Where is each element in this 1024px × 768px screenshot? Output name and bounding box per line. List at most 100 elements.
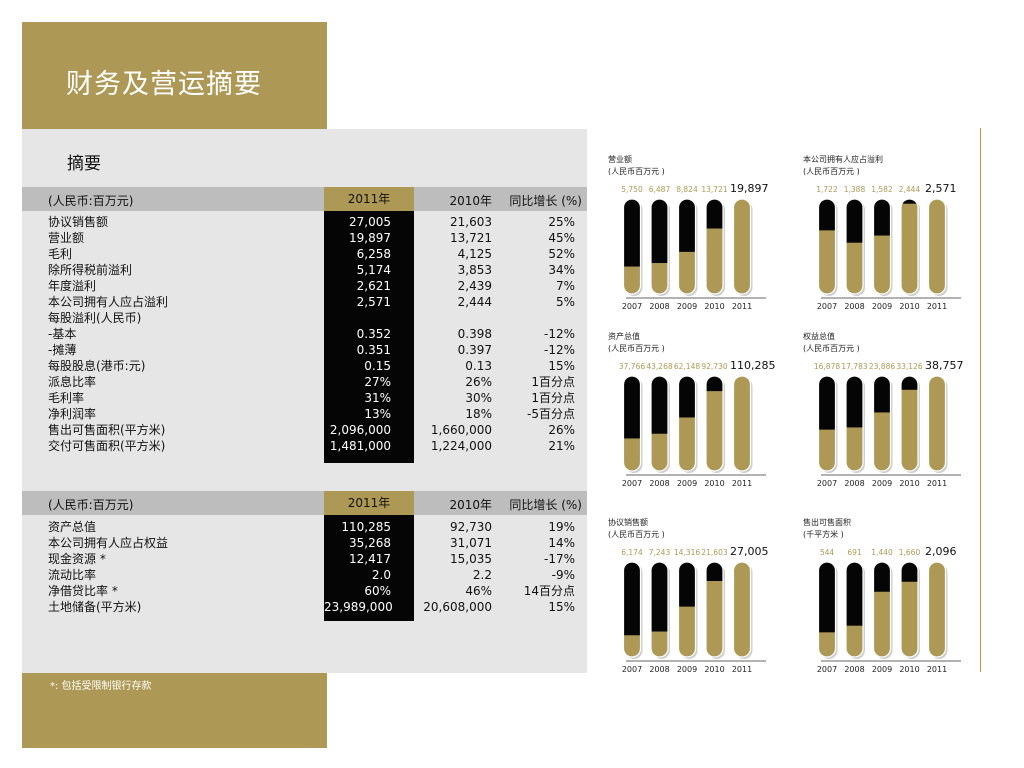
tick-label: 2010 (704, 665, 724, 674)
data-label: 2,096 (925, 545, 957, 558)
bar-fill (651, 263, 668, 294)
row-label: 年度溢利 (48, 279, 97, 293)
row-label: 净利润率 (48, 407, 97, 421)
value-2010: 21,603 (450, 215, 492, 229)
bar-fill (733, 199, 751, 294)
data-label: 5,750 (621, 185, 643, 194)
bar-2011 (927, 198, 947, 295)
table2-header: (人民币:百万元) 2011年 2010年 同比增长 (%) (22, 491, 587, 515)
chart-title: 营业额 (608, 154, 632, 164)
bar-2010 (705, 198, 724, 295)
bar-2010 (900, 198, 919, 295)
bar-outline (650, 375, 669, 472)
value-2011: 1,481,000 (329, 439, 391, 453)
table-row: 流动比率 2.0 2.2 -9% (22, 567, 587, 583)
bar-2010 (705, 375, 724, 472)
row-label: 派息比率 (48, 375, 97, 389)
table1-unit-label: (人民币:百万元) (48, 194, 134, 208)
bar-fill (846, 427, 863, 471)
bar-2007 (817, 375, 837, 472)
chart-title: 协议销售额 (608, 517, 648, 527)
bar-2008 (845, 375, 864, 472)
tick-label: 2008 (649, 665, 669, 674)
row-label: 本公司拥有人应占权益 (48, 536, 169, 550)
value-2010: 0.398 (457, 327, 492, 341)
table-row: 毛利率 31% 30% 1百分点 (22, 390, 587, 406)
bar-2008 (845, 198, 864, 295)
bar-2011 (927, 375, 947, 472)
table-row: -基本 0.352 0.398 -12% (22, 326, 587, 342)
table-row: 除所得税前溢利 5,174 3,853 34% (22, 262, 587, 278)
table1-body: 协议销售额 27,005 21,603 25% 营业额 19,897 13,721 45% 毛利… (22, 214, 587, 454)
data-label: 37,766 (619, 362, 645, 371)
value-yoy: -17% (543, 552, 575, 566)
tick-label: 2011 (732, 665, 752, 674)
value-2011: 2,571 (356, 295, 391, 309)
value-yoy: -9% (551, 568, 575, 582)
table2-unit-label: (人民币:百万元) (48, 498, 134, 512)
value-yoy: -5百分点 (527, 407, 575, 421)
value-yoy: -12% (543, 327, 575, 341)
table1-header: (人民币:百万元) 2011年 2010年 同比增长 (%) (22, 187, 587, 211)
data-label: 23,886 (869, 362, 895, 371)
bar-2009 (677, 198, 697, 295)
value-2010: 30% (465, 391, 492, 405)
tick-label: 2011 (927, 479, 947, 488)
bar-outline (927, 198, 947, 295)
row-label: 流动比率 (48, 568, 97, 582)
tick-label: 2008 (649, 479, 669, 488)
value-2010: 0.13 (465, 359, 492, 373)
bar-2007 (622, 561, 642, 658)
value-yoy: 1百分点 (531, 391, 575, 405)
page-title: 财务及营运摘要 (66, 69, 262, 100)
value-2010: 13,721 (450, 231, 492, 245)
bar-outline (927, 561, 947, 658)
bar-outline (677, 198, 697, 295)
row-label: 售出可售面积(平方米) (48, 423, 166, 437)
chart-contracted-sales: 协议销售额 (人民币百万元 ) 6,174 2007 7,243 2008 14,316 20… (608, 516, 778, 680)
table-row: 每股股息(港币:元) 0.15 0.13 15% (22, 358, 587, 374)
data-label: 110,285 (730, 359, 776, 372)
bar-outline (650, 561, 669, 658)
bar-2007 (817, 198, 837, 295)
bar-fill (651, 631, 668, 657)
table-row: 毛利 6,258 4,125 52% (22, 246, 587, 262)
table2-col-yoy: 同比增长 (%) (509, 498, 582, 512)
bar-fill (818, 230, 836, 294)
tick-label: 2007 (817, 665, 837, 674)
bar-outline (705, 198, 724, 295)
bar-2009 (872, 375, 892, 472)
chart-title: 售出可售面积 (803, 517, 851, 527)
value-2010: 18% (465, 407, 492, 421)
value-yoy: 21% (548, 439, 575, 453)
row-label: 土地储备(平方米) (48, 600, 142, 614)
value-yoy: 34% (548, 263, 575, 277)
value-2011: 13% (364, 407, 391, 421)
value-2011: 6,258 (356, 247, 391, 261)
bar-outline (622, 375, 642, 472)
bar-2011 (732, 375, 752, 472)
chart-title: 权益总值 (803, 331, 835, 341)
tick-label: 2009 (677, 479, 697, 488)
bar-outline (817, 198, 837, 295)
table-row: 资产总值 110,285 92,730 19% (22, 519, 587, 535)
mini-bar-chart-svg: 营业额 (人民币百万元 ) 5,750 2007 6,487 2008 8,824 2009 1… (608, 154, 769, 311)
value-2011: 5,174 (356, 263, 391, 277)
row-label: 协议销售额 (48, 215, 109, 229)
data-label: 2,444 (899, 185, 921, 194)
data-label: 19,897 (730, 182, 769, 195)
row-label: 除所得税前溢利 (48, 263, 133, 277)
bar-2010 (900, 561, 919, 658)
row-label: 毛利 (48, 247, 73, 261)
chart-title: 资产总值 (608, 331, 640, 341)
table-row: 本公司拥有人应占权益 35,268 31,071 14% (22, 535, 587, 551)
value-yoy: 15% (548, 600, 575, 614)
mini-bar-chart-svg: 本公司拥有人应占溢利 (人民币百万元 ) 1,722 2007 1,388 2008 1,5… (803, 154, 961, 311)
mini-bar-chart-svg: 售出可售面积 (千平方米 ) 544 2007 691 2008 1,440 2009 1,66… (803, 517, 961, 674)
row-label: -摊薄 (48, 343, 77, 357)
bar-fill (846, 242, 863, 294)
bar-2007 (817, 561, 837, 658)
value-yoy: 1百分点 (531, 375, 575, 389)
tick-label: 2007 (817, 479, 837, 488)
bar-2011 (732, 198, 752, 295)
